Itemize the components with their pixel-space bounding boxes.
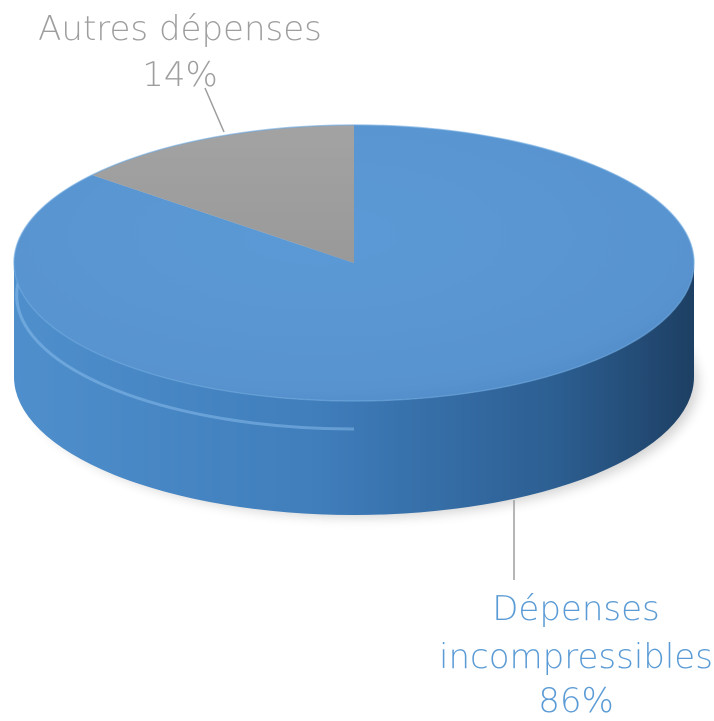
leader-line-autres-depenses xyxy=(204,87,225,133)
slice-label-depenses-incompressibles-line2: incompressibles xyxy=(439,637,713,677)
pie-slice-0 xyxy=(13,125,694,401)
slice-label-autres-depenses: Autres dépenses xyxy=(38,9,322,49)
pie-side-face xyxy=(14,263,694,515)
leader-lines xyxy=(204,87,515,580)
slice-percent-depenses-incompressibles: 86% xyxy=(538,681,614,721)
slice-percent-autres-depenses: 14% xyxy=(142,55,218,95)
pie-top-rim xyxy=(13,124,695,402)
pie-side-wall xyxy=(14,263,694,515)
slice-label-depenses-incompressibles-line1: Dépenses xyxy=(492,589,660,629)
pie-slice-1 xyxy=(92,125,354,263)
pie-side-highlight xyxy=(15,282,355,431)
pie-slices xyxy=(13,124,695,402)
